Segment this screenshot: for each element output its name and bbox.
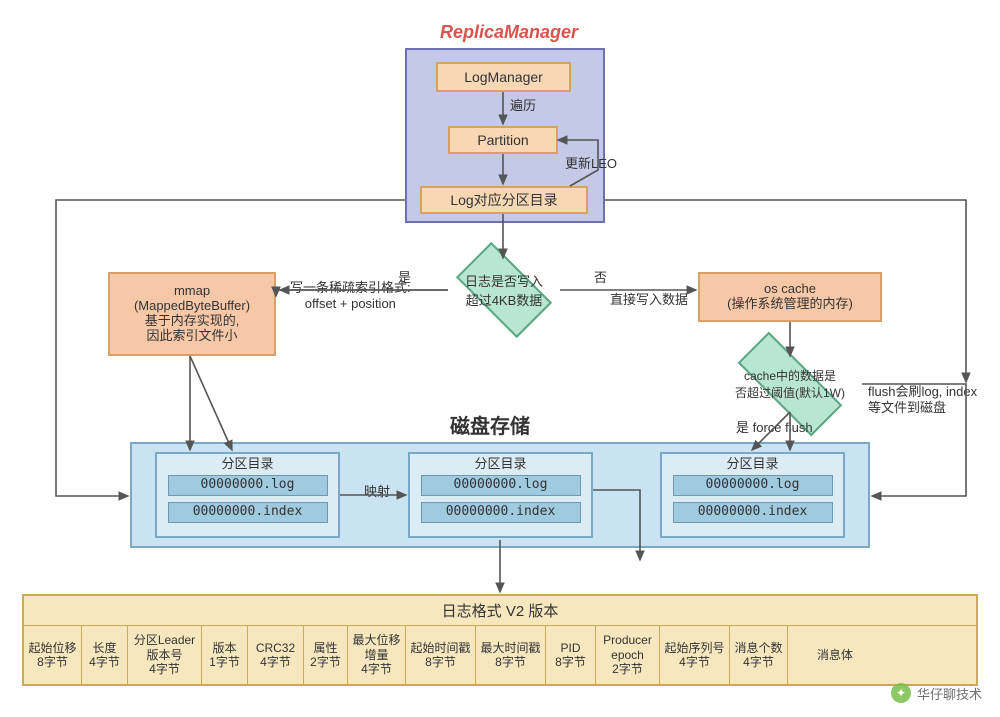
logfmt-cell: 版本1字节 bbox=[202, 626, 248, 684]
diagram-title: ReplicaManager bbox=[440, 22, 578, 43]
mmap-l2: (MappedByteBuffer) bbox=[134, 299, 250, 314]
mmap-l1: mmap bbox=[174, 284, 210, 299]
partition-node: Partition bbox=[448, 126, 558, 154]
log-dir-label: Log对应分区目录 bbox=[450, 192, 557, 208]
decision-4kb-text: 日志是否写入 超过4KB数据 bbox=[461, 271, 547, 309]
wechat-icon: ✦ bbox=[891, 683, 911, 703]
decision-4kb: 日志是否写入 超过4KB数据 bbox=[440, 256, 568, 324]
logfmt-cell: 分区Leader版本号4字节 bbox=[128, 626, 202, 684]
logfmt-cell: 最大位移增量4字节 bbox=[348, 626, 406, 684]
force-flush-label: 是 force flush bbox=[736, 420, 813, 436]
yes-note: 写一条稀疏索引格式: offset + position bbox=[290, 280, 411, 313]
log-format-table: 日志格式 V2 版本 起始位移8字节长度4字节分区Leader版本号4字节版本1… bbox=[22, 594, 978, 686]
os-l1: os cache bbox=[764, 282, 816, 297]
pd1-title: 分区目录 bbox=[221, 454, 273, 472]
logfmt-cell: 消息个数4字节 bbox=[730, 626, 788, 684]
os-l2: (操作系统管理的内存) bbox=[727, 297, 853, 312]
disk-title: 磁盘存储 bbox=[450, 410, 530, 439]
logfmt-cell: Producerepoch2字节 bbox=[596, 626, 660, 684]
pd3-log: 00000000.log bbox=[673, 475, 833, 496]
mmap-l3: 基于内存实现的, bbox=[145, 314, 240, 329]
logfmt-cell: 起始时间戳8字节 bbox=[406, 626, 476, 684]
partition-label: Partition bbox=[477, 132, 528, 148]
update-leo-label: 更新LEO bbox=[565, 156, 617, 172]
watermark: ✦ 华仔聊技术 bbox=[891, 683, 982, 703]
logfmt-cell: 起始位移8字节 bbox=[24, 626, 82, 684]
flush-note: flush会刷log, index 等文件到磁盘 bbox=[868, 384, 977, 417]
log-manager-node: LogManager bbox=[436, 62, 571, 92]
log-format-title: 日志格式 V2 版本 bbox=[24, 596, 976, 626]
pd1-log: 00000000.log bbox=[168, 475, 328, 496]
pd1-index: 00000000.index bbox=[168, 502, 328, 523]
pd2-index: 00000000.index bbox=[421, 502, 581, 523]
logfmt-cell: 长度4字节 bbox=[82, 626, 128, 684]
partition-dir-2: 分区目录 00000000.log 00000000.index bbox=[408, 452, 593, 538]
partition-dir-1: 分区目录 00000000.log 00000000.index bbox=[155, 452, 340, 538]
logfmt-cell: CRC324字节 bbox=[248, 626, 304, 684]
no-note: 直接写入数据 bbox=[610, 292, 688, 308]
decision-threshold: cache中的数据是 否超过阈值(默认1W) bbox=[712, 352, 868, 416]
log-manager-label: LogManager bbox=[464, 69, 543, 85]
logfmt-cell: 属性2字节 bbox=[304, 626, 348, 684]
traverse-label: 遍历 bbox=[510, 98, 536, 114]
log-dir-node: Log对应分区目录 bbox=[420, 186, 588, 214]
pd3-title: 分区目录 bbox=[726, 454, 778, 472]
logfmt-cell: 最大时间戳8字节 bbox=[476, 626, 546, 684]
logfmt-cell: PID8字节 bbox=[546, 626, 596, 684]
dec1-no: 否 bbox=[594, 270, 607, 286]
decision-threshold-text: cache中的数据是 否超过阈值(默认1W) bbox=[731, 367, 849, 401]
logfmt-cell: 消息体 bbox=[788, 626, 882, 684]
logfmt-cell: 起始序列号4字节 bbox=[660, 626, 730, 684]
partition-dir-3: 分区目录 00000000.log 00000000.index bbox=[660, 452, 845, 538]
log-format-row: 起始位移8字节长度4字节分区Leader版本号4字节版本1字节CRC324字节属… bbox=[24, 626, 976, 684]
mmap-l4: 因此索引文件小 bbox=[146, 329, 237, 344]
map-label: 映射 bbox=[364, 484, 390, 500]
oscache-node: os cache (操作系统管理的内存) bbox=[698, 272, 882, 322]
watermark-text: 华仔聊技术 bbox=[917, 684, 982, 703]
pd2-title: 分区目录 bbox=[474, 454, 526, 472]
pd2-log: 00000000.log bbox=[421, 475, 581, 496]
pd3-index: 00000000.index bbox=[673, 502, 833, 523]
mmap-node: mmap (MappedByteBuffer) 基于内存实现的, 因此索引文件小 bbox=[108, 272, 276, 356]
